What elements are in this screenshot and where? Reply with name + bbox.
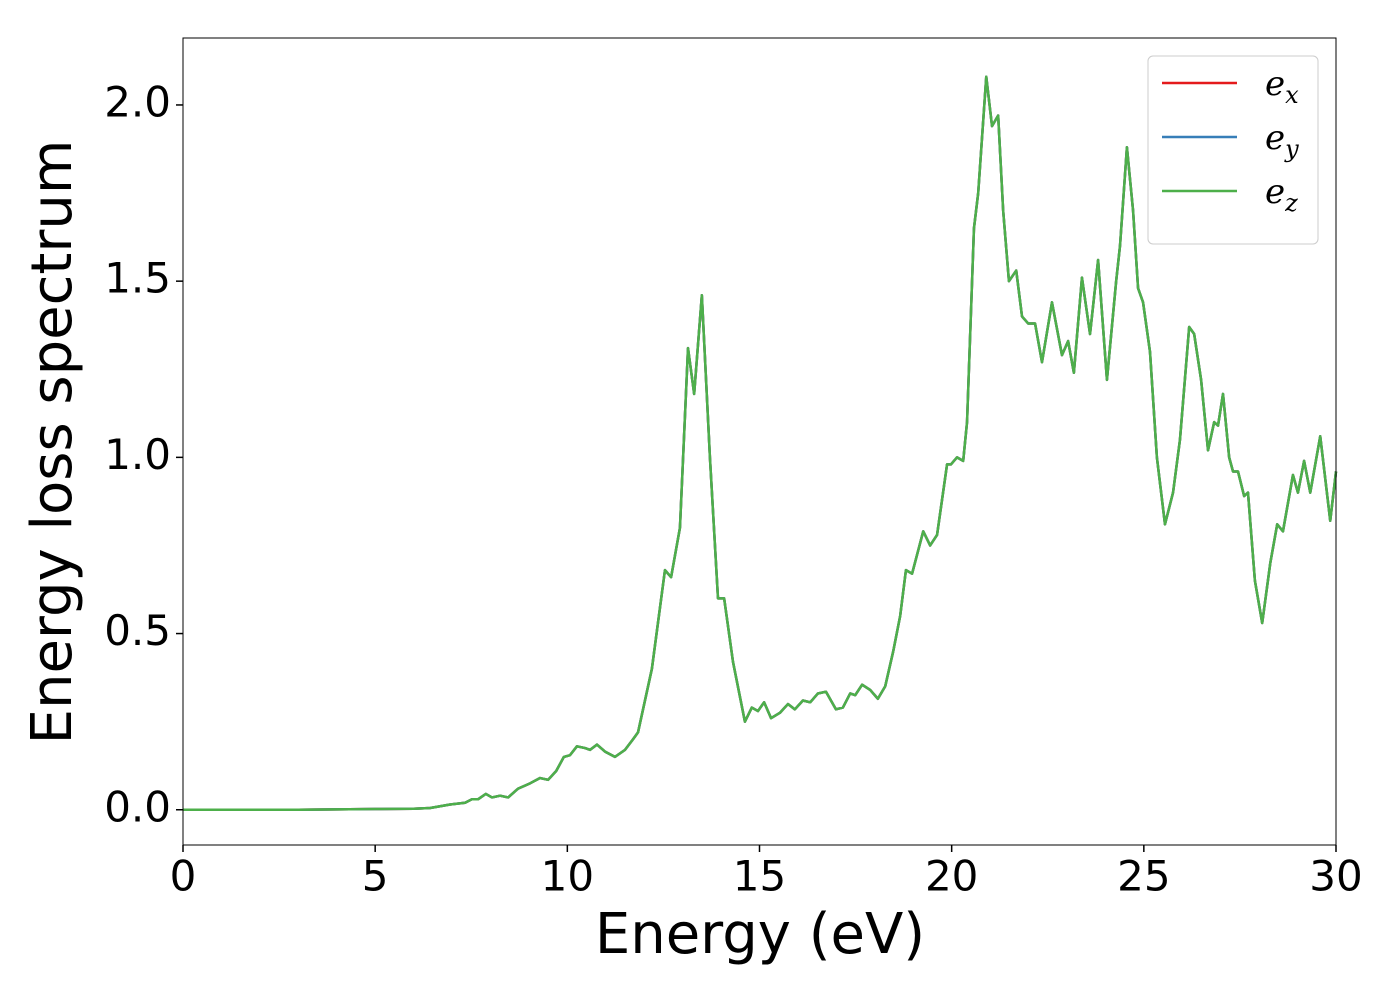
y-axis-label: Energy loss spectrum <box>20 140 85 745</box>
y-tick-label: 2.0 <box>104 77 171 126</box>
x-tick-label: 15 <box>733 852 786 901</box>
x-tick-label: 20 <box>925 852 978 901</box>
y-tick-label: 0.5 <box>104 606 171 655</box>
y-tick-label: 1.5 <box>104 254 171 303</box>
legend-label: ez <box>1265 172 1298 217</box>
x-tick-label: 5 <box>362 852 389 901</box>
y-tick-label: 0.0 <box>104 782 171 831</box>
x-tick-label: 30 <box>1309 852 1362 901</box>
legend-label: ex <box>1265 64 1299 109</box>
x-tick-label: 10 <box>541 852 594 901</box>
x-tick-label: 25 <box>1117 852 1170 901</box>
data-line <box>183 75 1338 812</box>
x-tick-label: 0 <box>170 852 197 901</box>
x-axis-label: Energy (eV) <box>595 902 925 967</box>
legend-label: ey <box>1265 118 1299 163</box>
plot-frame <box>182 37 1337 846</box>
legend: ex ey ez <box>1147 55 1319 245</box>
y-tick-label: 1.0 <box>104 430 171 479</box>
legend-box <box>1147 55 1319 245</box>
